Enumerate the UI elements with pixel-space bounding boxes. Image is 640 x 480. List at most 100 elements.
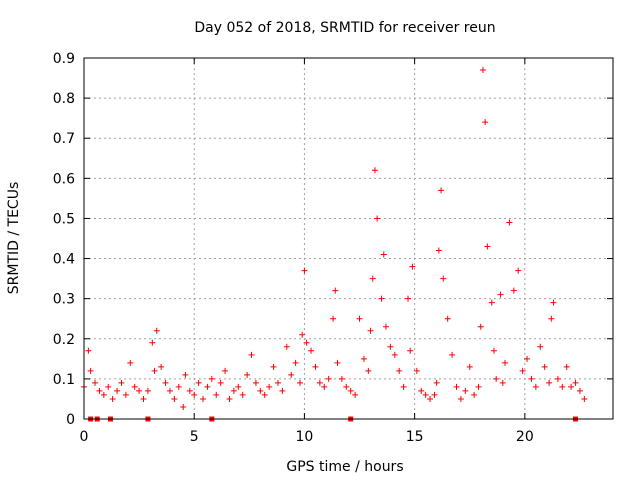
- data-point: [581, 395, 588, 402]
- data-point: [158, 363, 165, 370]
- data-point: [105, 383, 112, 390]
- data-point: [462, 387, 469, 394]
- y-tick-label: 0: [66, 412, 75, 428]
- data-point: [226, 395, 233, 402]
- data-point: [195, 379, 202, 386]
- data-point: [248, 351, 255, 358]
- data-point: [367, 327, 374, 334]
- data-point: [191, 391, 198, 398]
- data-point: [186, 387, 193, 394]
- data-point: [87, 367, 94, 374]
- data-point: [321, 383, 328, 390]
- data-point: [396, 367, 403, 374]
- data-point: [338, 375, 345, 382]
- data-point: [239, 391, 246, 398]
- data-point: [572, 379, 579, 386]
- data-point: [356, 315, 363, 322]
- data-point: [303, 339, 310, 346]
- y-tick-label: 0.4: [53, 252, 75, 268]
- data-point: [288, 371, 295, 378]
- data-point: [312, 363, 319, 370]
- data-point: [466, 363, 473, 370]
- data-point: [471, 391, 478, 398]
- data-points: [81, 67, 588, 422]
- data-point: [550, 299, 557, 306]
- data-point: [136, 387, 143, 394]
- data-point: [482, 119, 489, 126]
- data-point: [563, 363, 570, 370]
- data-point: [283, 343, 290, 350]
- data-point: [413, 367, 420, 374]
- data-point: [166, 387, 173, 394]
- y-tick-label: 0.5: [53, 211, 75, 227]
- data-point: [488, 299, 495, 306]
- data-point: [352, 391, 359, 398]
- data-point: [546, 379, 553, 386]
- y-axis-label: SRMTID / TECUs: [6, 182, 22, 295]
- data-point: [457, 395, 464, 402]
- data-point: [266, 383, 273, 390]
- data-point: [479, 67, 486, 74]
- x-axis-label: GPS time / hours: [286, 459, 403, 475]
- data-point: [378, 295, 385, 302]
- data-point: [515, 267, 522, 274]
- data-point: [85, 347, 92, 354]
- data-point: [490, 347, 497, 354]
- y-tick-label: 0.1: [53, 372, 75, 388]
- data-point: [182, 371, 189, 378]
- data-point: [316, 379, 323, 386]
- data-point: [477, 323, 484, 330]
- data-point: [279, 387, 286, 394]
- data-point: [360, 355, 367, 362]
- data-point: [499, 379, 506, 386]
- data-point: [524, 355, 531, 362]
- plot-frame: [83, 57, 614, 420]
- data-point: [252, 379, 259, 386]
- data-point: [548, 315, 555, 322]
- y-tick-label: 0.8: [53, 91, 75, 107]
- data-point: [422, 391, 429, 398]
- data-point: [330, 315, 337, 322]
- data-point: [151, 367, 158, 374]
- data-point: [528, 375, 535, 382]
- data-point: [435, 247, 442, 254]
- chart-title: Day 052 of 2018, SRMTID for receiver reu…: [194, 20, 495, 36]
- data-point: [407, 347, 414, 354]
- data-point: [510, 287, 517, 294]
- data-point: [162, 379, 169, 386]
- data-point: [180, 403, 187, 410]
- data-point: [431, 391, 438, 398]
- data-point: [391, 351, 398, 358]
- data-point: [92, 379, 99, 386]
- data-point: [175, 383, 182, 390]
- data-point: [274, 379, 281, 386]
- data-point: [493, 375, 500, 382]
- data-point: [127, 359, 134, 366]
- data-point: [440, 275, 447, 282]
- data-point: [114, 387, 121, 394]
- data-point: [144, 387, 151, 394]
- data-point: [213, 391, 220, 398]
- data-point: [292, 359, 299, 366]
- data-point: [541, 363, 548, 370]
- x-tick-label: 5: [190, 429, 199, 445]
- data-point: [100, 391, 107, 398]
- data-point: [501, 359, 508, 366]
- data-point: [208, 375, 215, 382]
- y-tick-label: 0.3: [53, 292, 75, 308]
- data-point: [261, 391, 268, 398]
- y-tick-label: 0.2: [53, 332, 75, 348]
- data-point: [308, 347, 315, 354]
- data-point: [438, 187, 445, 194]
- data-point: [299, 331, 306, 338]
- data-point: [400, 383, 407, 390]
- y-tick-label: 0.6: [53, 171, 75, 187]
- data-point: [204, 383, 211, 390]
- data-point: [371, 167, 378, 174]
- data-point: [387, 343, 394, 350]
- data-point: [131, 383, 138, 390]
- data-point: [405, 295, 412, 302]
- data-point: [347, 387, 354, 394]
- data-point: [325, 375, 332, 382]
- data-point: [374, 215, 381, 222]
